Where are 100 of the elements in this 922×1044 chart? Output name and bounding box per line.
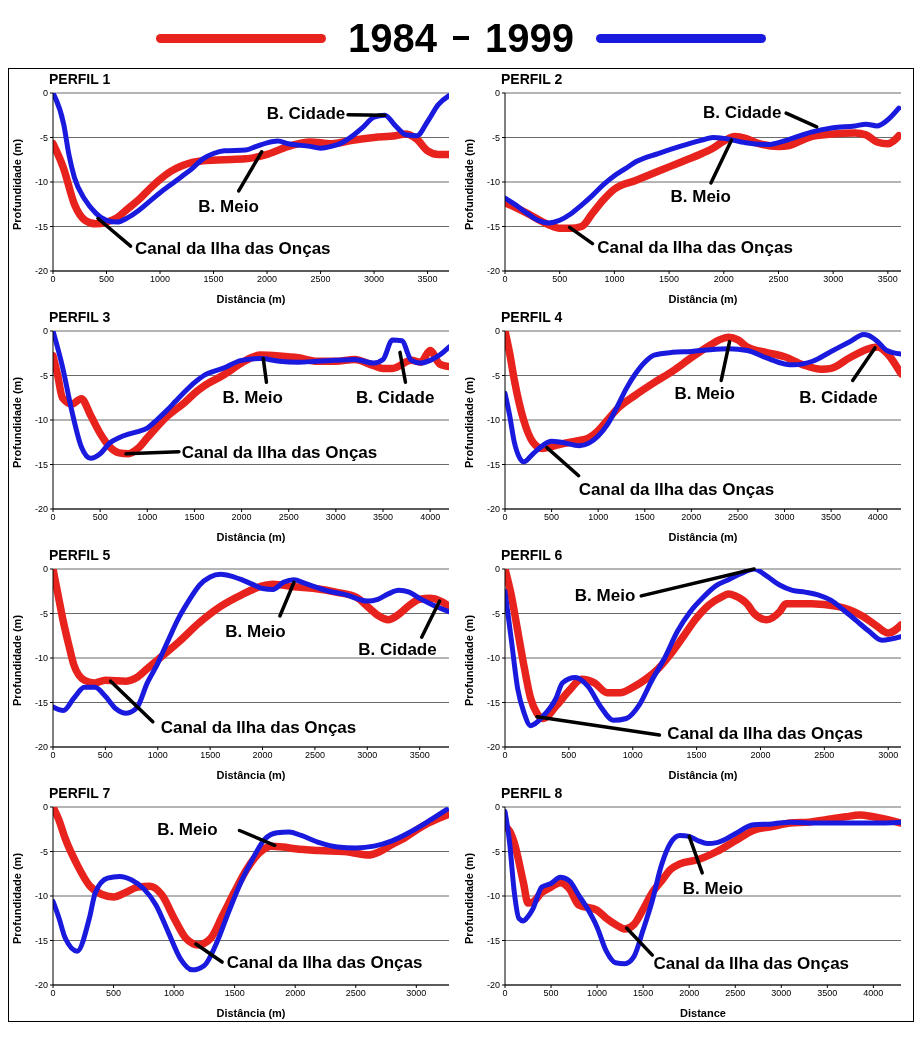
x-tick-label: 3500: [877, 274, 898, 285]
x-tick-label: 2000: [285, 988, 306, 999]
x-tick-label: 3000: [823, 274, 844, 285]
y-tick-label: -5: [39, 132, 48, 143]
x-tick-label: 1500: [634, 512, 655, 523]
x-tick-label: 2500: [278, 512, 299, 523]
y-tick-label: 0: [494, 802, 500, 813]
x-tick-label: 1000: [150, 274, 171, 285]
y-tick-label: -10: [34, 653, 48, 664]
x-tick-label: 500: [99, 274, 115, 285]
annotation: B. Cidade: [703, 102, 782, 122]
y-tick-label: -15: [34, 221, 48, 232]
x-tick-label: 3000: [406, 988, 427, 999]
x-tick-label: 1000: [137, 512, 158, 523]
chart-title: PERFIL 6: [501, 547, 563, 563]
y-tick-label: -20: [34, 504, 48, 515]
x-tick-label: 0: [502, 988, 508, 999]
x-tick-label: 3500: [417, 274, 438, 285]
y-axis-title: Profundidade (m): [10, 138, 23, 230]
y-tick-label: 0: [42, 564, 48, 575]
x-tick-label: 500: [92, 512, 108, 523]
x-tick-label: 3000: [771, 988, 792, 999]
y-axis-title: Profundidade (m): [462, 852, 475, 944]
x-tick-label: 2000: [231, 512, 252, 523]
x-tick-label: 3500: [817, 988, 838, 999]
y-tick-label: -15: [34, 697, 48, 708]
x-tick-label: 1000: [587, 988, 608, 999]
x-axis-title: Distância (m): [216, 531, 286, 543]
y-tick-label: -15: [486, 935, 500, 946]
x-tick-label: 4000: [420, 512, 441, 523]
y-tick-label: 0: [494, 326, 500, 337]
x-tick-label: 0: [50, 512, 56, 523]
y-tick-label: -15: [486, 221, 500, 232]
x-tick-label: 0: [502, 274, 508, 285]
y-tick-label: -10: [486, 415, 500, 426]
y-tick-label: -5: [491, 846, 500, 857]
x-tick-label: 2500: [304, 750, 325, 761]
y-tick-label: -5: [491, 370, 500, 381]
y-tick-label: -15: [486, 697, 500, 708]
y-tick-label: -5: [39, 608, 48, 619]
chart-title: PERFIL 3: [49, 309, 111, 325]
x-tick-label: 1000: [622, 750, 643, 761]
y-axis-title: Profundidade (m): [10, 376, 23, 468]
x-axis-title: Distância (m): [668, 769, 738, 781]
y-tick-label: -10: [34, 177, 48, 188]
y-axis-title: Profundidade (m): [462, 614, 475, 706]
x-tick-label: 2000: [257, 274, 278, 285]
x-tick-label: 3500: [821, 512, 842, 523]
x-tick-label: 3000: [357, 750, 378, 761]
annotation: Canal da Ilha das Onças: [134, 239, 331, 259]
y-axis-title: Profundidade (m): [10, 852, 23, 944]
x-tick-label: 3000: [878, 750, 899, 761]
annotation: Canal da Ilha das Onças: [181, 442, 378, 462]
annotation: B. Cidade: [355, 388, 435, 408]
y-tick-label: -5: [491, 132, 500, 143]
x-tick-label: 2000: [252, 750, 273, 761]
x-tick-label: 1500: [200, 750, 221, 761]
y-tick-label: 0: [42, 88, 48, 99]
x-tick-label: 3000: [364, 274, 385, 285]
y-tick-label: 0: [42, 802, 48, 813]
x-tick-label: 500: [561, 750, 577, 761]
x-tick-label: 2000: [679, 988, 700, 999]
x-tick-label: 1000: [164, 988, 185, 999]
annotation: Canal da Ilha das Onças: [597, 237, 793, 257]
x-tick-label: 1500: [633, 988, 654, 999]
x-tick-label: 0: [502, 750, 508, 761]
y-tick-label: -5: [39, 846, 48, 857]
annotation: B. Meio: [225, 622, 286, 642]
y-tick-label: -20: [34, 266, 48, 277]
y-tick-label: -15: [34, 459, 48, 470]
x-tick-label: 2500: [814, 750, 835, 761]
x-tick-label: 1000: [604, 274, 625, 285]
x-axis-title: Distância (m): [216, 293, 286, 305]
y-axis-title: Profundidade (m): [462, 138, 475, 230]
annotation: B. Cidade: [358, 640, 437, 660]
y-tick-label: -20: [34, 742, 48, 753]
y-tick-label: -10: [486, 891, 500, 902]
chart-title: PERFIL 4: [501, 309, 563, 325]
x-tick-label: 3000: [774, 512, 795, 523]
annotation: B. Meio: [682, 878, 744, 898]
x-tick-label: 2500: [345, 988, 366, 999]
annotation: B. Meio: [198, 197, 259, 217]
annotation: B. Cidade: [799, 388, 878, 408]
y-tick-label: -5: [39, 370, 48, 381]
x-tick-label: 2000: [681, 512, 702, 523]
annotation: Canal da Ilha das Onças: [653, 953, 850, 973]
y-tick-label: -5: [491, 608, 500, 619]
x-tick-label: 1500: [659, 274, 680, 285]
y-tick-label: -20: [486, 742, 500, 753]
annotation: Canal da Ilha das Onças: [226, 953, 423, 973]
y-tick-label: -10: [34, 415, 48, 426]
x-tick-label: 500: [552, 274, 568, 285]
x-tick-label: 2000: [713, 274, 734, 285]
x-tick-label: 2500: [727, 512, 748, 523]
x-tick-label: 3500: [409, 750, 430, 761]
x-tick-label: 1500: [203, 274, 224, 285]
annotation: B. Cidade: [266, 103, 346, 123]
chart-title: PERFIL 2: [501, 71, 563, 87]
chart-title: PERFIL 1: [49, 71, 111, 87]
x-tick-label: 2000: [750, 750, 771, 761]
